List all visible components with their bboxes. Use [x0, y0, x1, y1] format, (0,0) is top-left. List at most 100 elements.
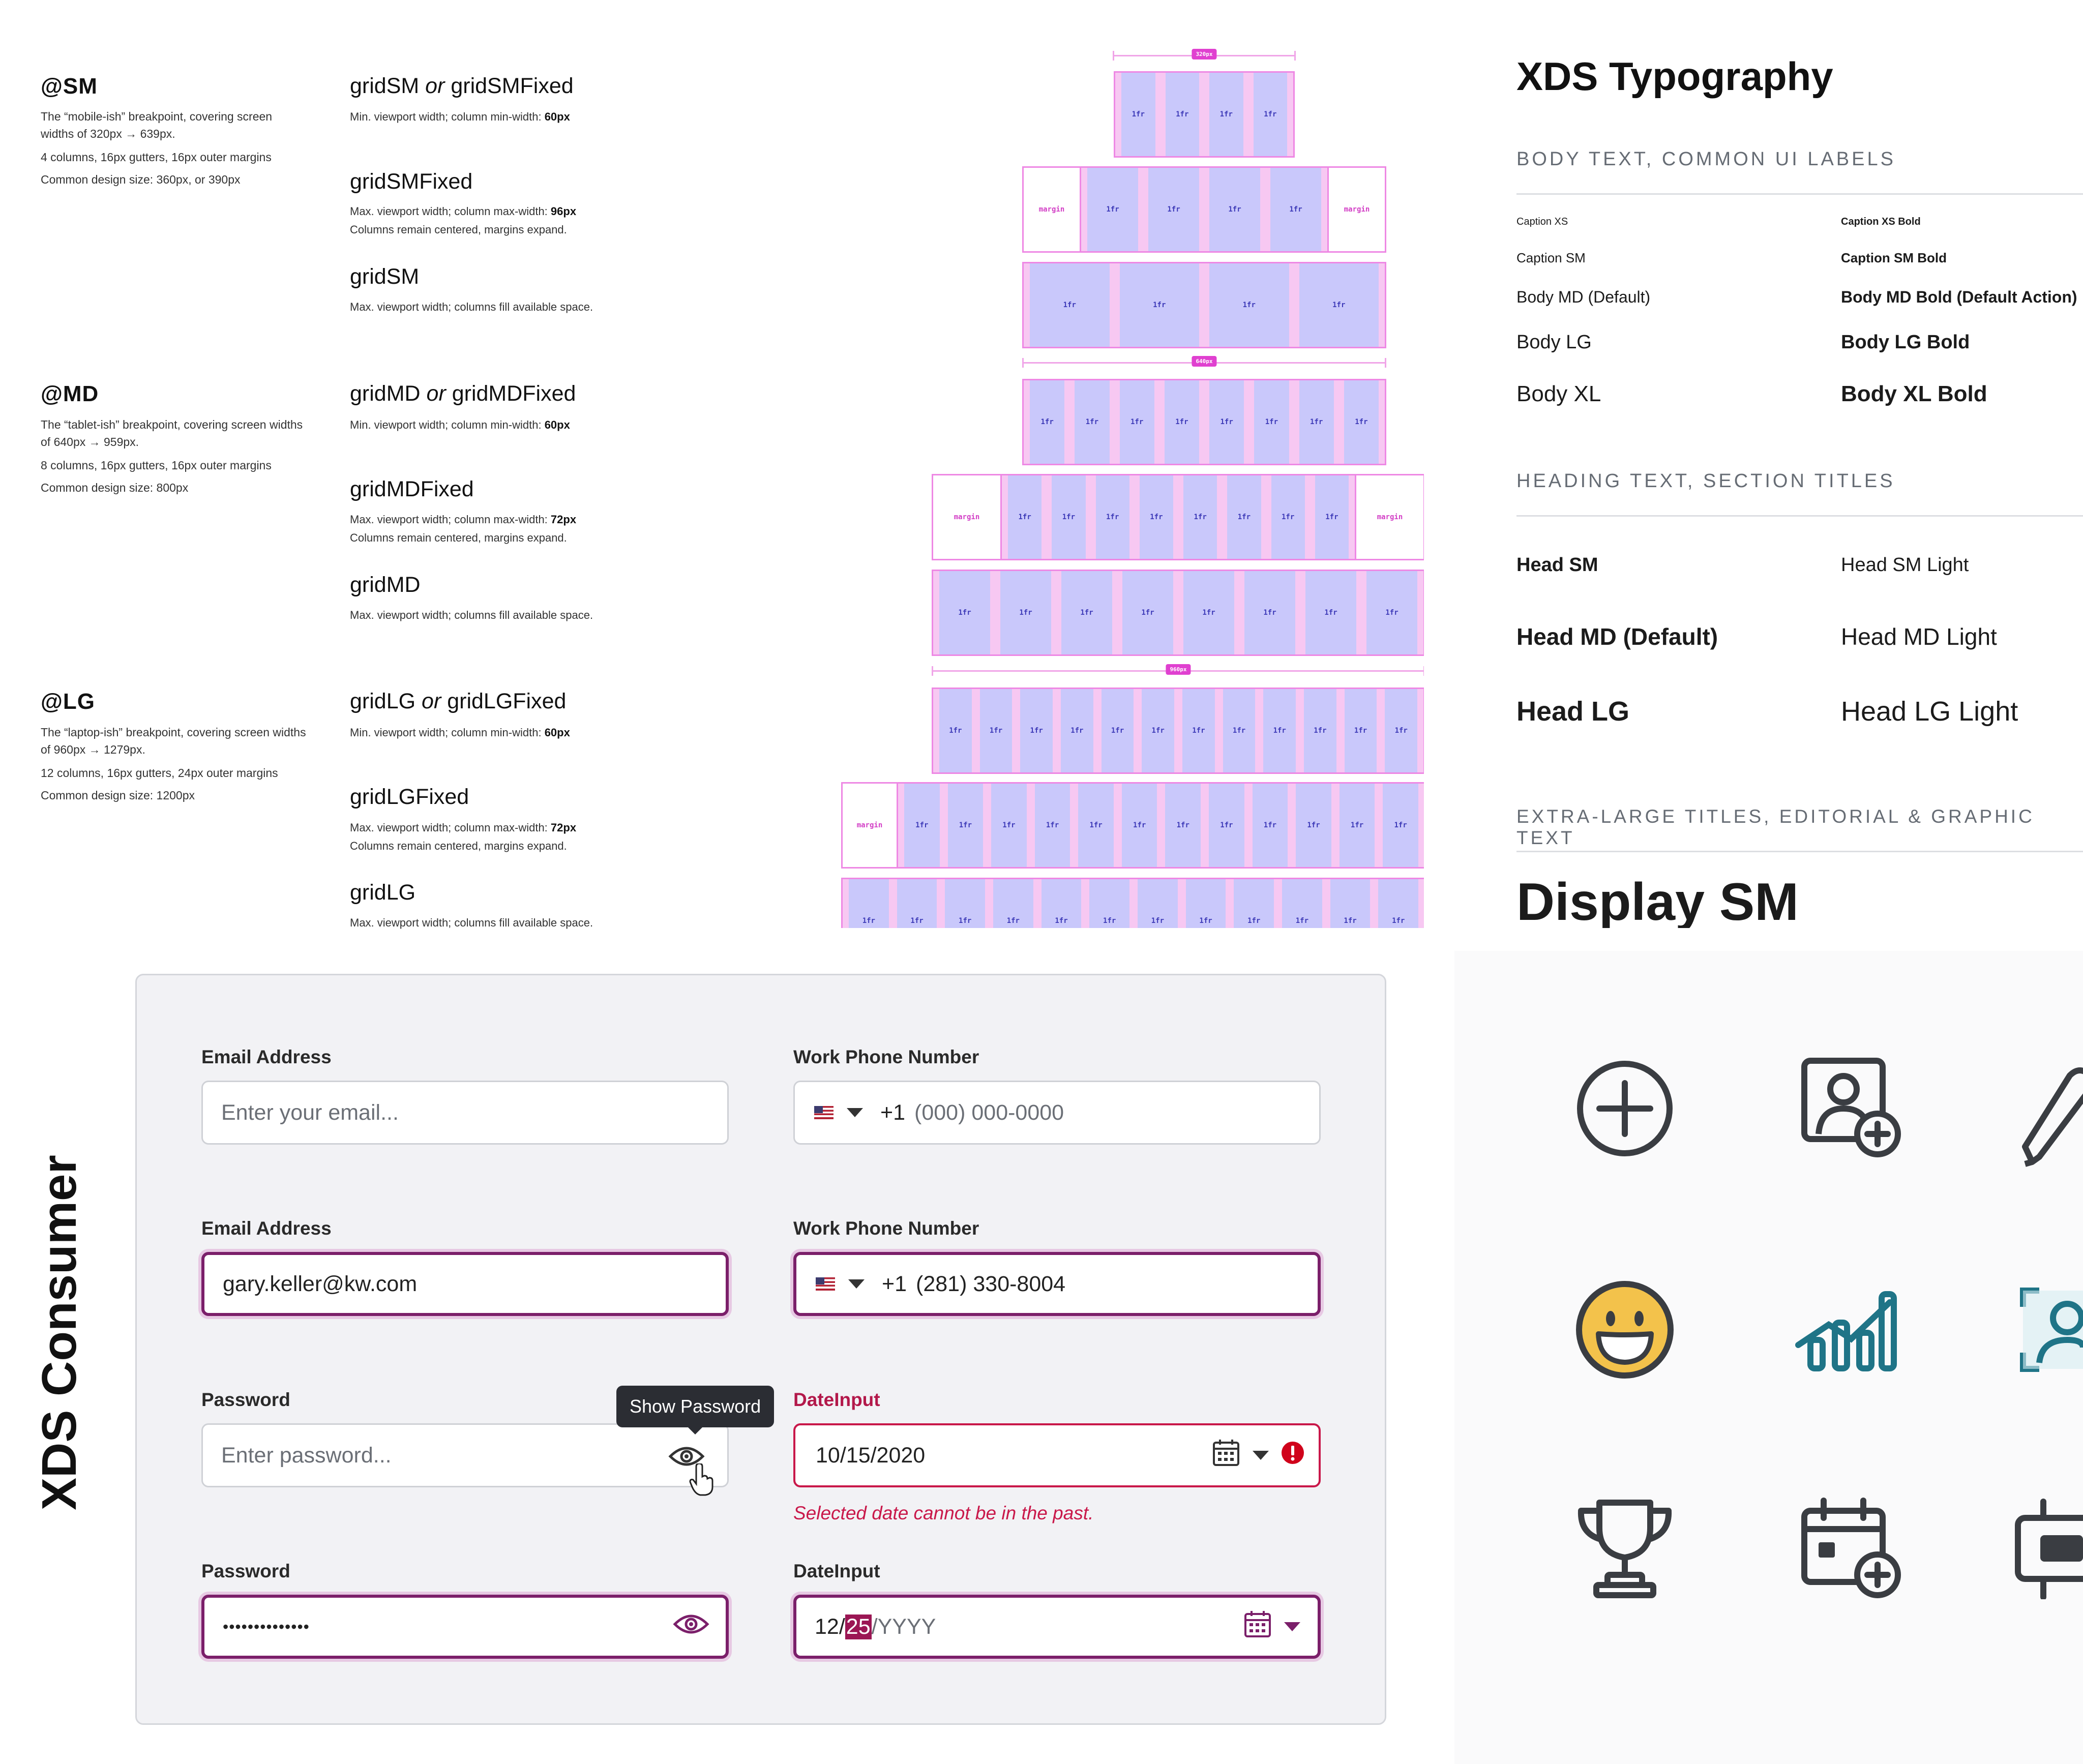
grid-column: 1fr	[1095, 475, 1129, 559]
password-label: Password	[201, 1389, 290, 1410]
grid-column: 1fr	[1383, 784, 1418, 867]
grid-column: 1fr	[947, 784, 984, 867]
phone-placeholder: (000) 000-0000	[914, 1100, 1064, 1125]
grid-name: gridMD or gridMDFixed	[350, 381, 576, 406]
grid-column: 1fr	[1271, 475, 1305, 559]
email-input-filled[interactable]: gary.keller@kw.com	[201, 1252, 729, 1316]
grid-desc: Max. viewport width; columns fill availa…	[350, 916, 593, 929]
grid-desc: Max. viewport width; columns fill availa…	[350, 609, 593, 621]
us-flag-icon[interactable]	[814, 1106, 834, 1119]
grid-column: 1fr	[979, 689, 1013, 772]
measure-label: 320px	[1192, 49, 1217, 59]
bp-line: 12 columns, 16px gutters, 24px outer mar…	[41, 766, 278, 780]
grid-column: 1fr	[1119, 380, 1154, 464]
grid-column: 1fr	[1378, 879, 1419, 928]
consumer-title: XDS Consumer	[32, 1155, 86, 1510]
us-flag-icon[interactable]	[816, 1277, 835, 1291]
type-body-xl-bold: Body XL Bold	[1841, 381, 1987, 406]
grid-column: 1fr	[1087, 168, 1138, 251]
measure-lg: 960px	[932, 664, 1424, 676]
grid-diagram-row: 1fr 1fr 1fr 1fr 1fr 1fr 1fr 1fr 1fr 1fr 1fr 1fr	[932, 687, 1424, 774]
email-label: Email Address	[201, 1047, 332, 1067]
date-day-selected[interactable]: 25	[845, 1614, 872, 1639]
trophy-icon	[1574, 1498, 1676, 1602]
grid-column: 1fr	[1254, 380, 1289, 464]
measure-label: 960px	[1166, 664, 1191, 675]
chevron-down-icon[interactable]	[848, 1279, 865, 1289]
email-input[interactable]: Enter your email...	[201, 1081, 729, 1145]
password-value: ••••••••••••••	[223, 1617, 310, 1636]
bp-line: 4 columns, 16px gutters, 16px outer marg…	[41, 151, 272, 164]
calendar-icon[interactable]	[1243, 1610, 1272, 1644]
password-input-filled[interactable]: ••••••••••••••	[201, 1595, 729, 1659]
grid-column: 1fr	[1366, 571, 1417, 654]
phone-input-filled[interactable]: +1 (281) 330-8004	[793, 1252, 1321, 1316]
measure-md: 640px	[1022, 356, 1386, 368]
grid-diagram-row: 1fr 1fr 1fr 1fr 1fr 1fr 1fr 1fr	[1022, 379, 1386, 465]
grid-name: gridLGFixed	[350, 785, 469, 809]
chevron-down-icon[interactable]	[1253, 1451, 1269, 1460]
grid-column: 1fr	[1121, 784, 1157, 867]
grid-name: gridSM or gridSMFixed	[350, 74, 574, 98]
bp-line: The “mobile-ish” breakpoint, covering sc…	[41, 110, 273, 123]
grid-desc: Columns remain centered, margins expand.	[350, 531, 567, 544]
eye-icon[interactable]	[667, 1442, 706, 1473]
grid-column: 1fr	[1223, 689, 1256, 772]
grid-margin: margin	[1327, 168, 1385, 251]
grid-column: 1fr	[1061, 689, 1093, 772]
grid-diagrams: 320px 640px 960px 1fr 1fr 1fr 1fr margin 1fr 1…	[0, 0, 1424, 928]
calendar-icon[interactable]	[1212, 1439, 1240, 1473]
grid-column: 1fr	[1296, 784, 1331, 867]
phone-input[interactable]: +1 (000) 000-0000	[793, 1081, 1321, 1145]
display-clip: Display SM	[1516, 872, 2083, 928]
grid-column: 1fr	[1030, 380, 1065, 464]
grid-column: 1fr	[1385, 689, 1418, 772]
type-caption-xs-bold: Caption XS Bold	[1841, 216, 1921, 227]
eye-icon[interactable]	[672, 1610, 710, 1644]
phone-label: Work Phone Number	[793, 1047, 979, 1067]
grid-diagram-row: 1fr 1fr 1fr 1fr	[1114, 71, 1295, 158]
bp-line: Common design size: 360px, or 390px	[41, 173, 241, 186]
chevron-down-icon[interactable]	[1284, 1622, 1300, 1631]
grid-column: 1fr	[1138, 879, 1178, 928]
plus-circle-icon	[1574, 1058, 1676, 1162]
grid-column: 1fr	[991, 784, 1027, 867]
grid-column: 1fr	[849, 879, 889, 928]
date-input-error[interactable]: 10/15/2020	[793, 1423, 1321, 1487]
type-body-lg-bold: Body LG Bold	[1841, 332, 1970, 353]
grid-column: 1fr	[1183, 571, 1234, 654]
bp-line: widths of 320px → 639px.	[41, 127, 175, 140]
type-body-md-bold: Body MD Bold (Default Action)	[1841, 288, 2077, 306]
grid-column: 1fr	[1075, 380, 1110, 464]
divider	[1516, 515, 2083, 517]
grid-column: 1fr	[993, 879, 1033, 928]
type-body-xl: Body XL	[1516, 381, 1601, 406]
measure-sm: 320px	[1113, 49, 1296, 61]
grid-column: 1fr	[1244, 571, 1295, 654]
typography-title: XDS Typography	[1516, 54, 1833, 99]
grid-margin: margin	[1024, 168, 1081, 251]
grid-column: 1fr	[1234, 879, 1274, 928]
pen-icon	[2014, 1055, 2083, 1170]
grid-column: 1fr	[1034, 784, 1070, 867]
password-input[interactable]: Enter password...	[201, 1423, 729, 1487]
grid-name: gridMDFixed	[350, 477, 474, 501]
show-password-tooltip: Show Password	[616, 1386, 775, 1427]
grid-column: 1fr	[1315, 475, 1349, 559]
type-caption-xs: Caption XS	[1516, 216, 1568, 227]
grid-margin: margin	[933, 475, 1002, 559]
grid-column: 1fr	[1185, 879, 1226, 928]
date-error-message: Selected date cannot be in the past.	[793, 1503, 1094, 1523]
grid-column: 1fr	[1209, 263, 1289, 347]
bp-line: of 960px → 1279px.	[41, 743, 145, 756]
phone-prefix: +1	[882, 1271, 907, 1296]
grid-diagram-row: 1fr 1fr 1fr 1fr	[1022, 262, 1386, 348]
date-input-active[interactable]: 12/25/YYYY	[793, 1595, 1321, 1659]
grid-column: 1fr	[1339, 784, 1375, 867]
grid-column: 1fr	[1052, 475, 1086, 559]
grid-column: 1fr	[1305, 571, 1356, 654]
chevron-down-icon[interactable]	[847, 1108, 863, 1117]
date-label-error: DateInput	[793, 1389, 880, 1410]
grid-column: 1fr	[1101, 689, 1134, 772]
divider	[1516, 851, 2083, 852]
